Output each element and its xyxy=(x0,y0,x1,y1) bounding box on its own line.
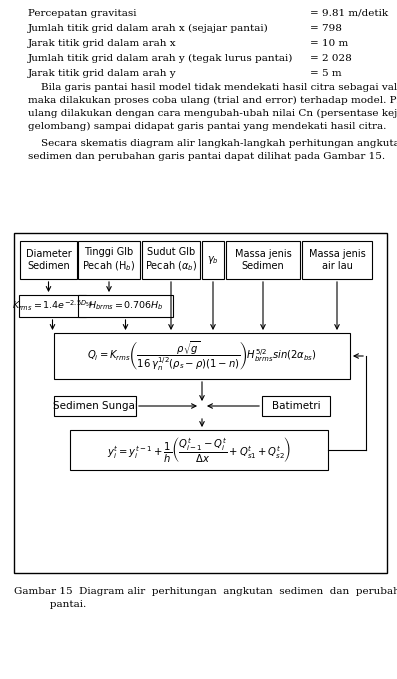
Text: Jarak titik grid dalam arah x: Jarak titik grid dalam arah x xyxy=(28,39,177,48)
Text: $\gamma_b$: $\gamma_b$ xyxy=(207,254,219,266)
Text: = 798: = 798 xyxy=(310,24,342,33)
Text: $y_i^t = y_i^{t-1} + \dfrac{1}{h}\left(\dfrac{Q_{i-1}^t - Q_i^t}{\Delta x} + Q_{: $y_i^t = y_i^{t-1} + \dfrac{1}{h}\left(\… xyxy=(107,435,291,464)
Bar xyxy=(20,241,77,279)
Text: Diameter
Sedimen: Diameter Sedimen xyxy=(26,249,71,271)
Text: Jumlah titik grid dalam arah y (tegak lurus pantai): Jumlah titik grid dalam arah y (tegak lu… xyxy=(28,54,293,63)
Text: Sudut Glb
Pecah ($\alpha_b$): Sudut Glb Pecah ($\alpha_b$) xyxy=(145,247,197,273)
Text: Gambar 15  Diagram alir  perhitungan  angkutan  sedimen  dan  perubahan  garis: Gambar 15 Diagram alir perhitungan angku… xyxy=(14,587,397,596)
Text: $K_{rms} = 1.4e^{-2.5D_{50}}$: $K_{rms} = 1.4e^{-2.5D_{50}}$ xyxy=(12,299,93,313)
Text: Percepatan gravitasi: Percepatan gravitasi xyxy=(28,9,137,18)
Text: Sedimen Sungai: Sedimen Sungai xyxy=(52,401,137,411)
Bar xyxy=(70,430,328,470)
Text: gelombang) sampai didapat garis pantai yang mendekati hasil citra.: gelombang) sampai didapat garis pantai y… xyxy=(28,122,386,131)
Text: maka dilakukan proses coba ulang (trial and error) terhadap model. Proses coba: maka dilakukan proses coba ulang (trial … xyxy=(28,96,397,105)
Bar xyxy=(78,241,140,279)
Text: ulang dilakukan dengan cara mengubah-ubah nilai Cn (persentase kejadian: ulang dilakukan dengan cara mengubah-uba… xyxy=(28,109,397,118)
Bar xyxy=(302,241,372,279)
Text: Bila garis pantai hasil model tidak mendekati hasil citra sebagai validasi,: Bila garis pantai hasil model tidak mend… xyxy=(28,83,397,92)
Bar xyxy=(14,233,387,573)
Bar xyxy=(262,396,330,416)
Text: $H_{brms} = 0.706H_b$: $H_{brms} = 0.706H_b$ xyxy=(88,299,163,312)
Text: = 5 m: = 5 m xyxy=(310,69,342,78)
Bar xyxy=(202,241,224,279)
Bar xyxy=(54,333,350,379)
Text: sedimen dan perubahan garis pantai dapat dilihat pada Gambar 15.: sedimen dan perubahan garis pantai dapat… xyxy=(28,152,385,161)
Text: $Q_i = K_{rms}\left(\dfrac{\rho\sqrt{g}}{16\,\gamma_n^{1/2}(\rho_s - \rho)(1-n)}: $Q_i = K_{rms}\left(\dfrac{\rho\sqrt{g}}… xyxy=(87,340,317,373)
Text: Batimetri: Batimetri xyxy=(272,401,320,411)
Bar xyxy=(19,295,86,317)
Text: Jumlah titik grid dalam arah x (sejajar pantai): Jumlah titik grid dalam arah x (sejajar … xyxy=(28,24,269,33)
Text: = 9.81 m/detik: = 9.81 m/detik xyxy=(310,9,388,18)
Text: Jarak titik grid dalam arah y: Jarak titik grid dalam arah y xyxy=(28,69,177,78)
Text: Secara skematis diagram alir langkah-langkah perhitungan angkutan: Secara skematis diagram alir langkah-lan… xyxy=(28,139,397,148)
Text: Massa jenis
Sedimen: Massa jenis Sedimen xyxy=(235,249,291,271)
Text: = 10 m: = 10 m xyxy=(310,39,348,48)
Text: pantai.: pantai. xyxy=(14,600,86,609)
Bar xyxy=(226,241,300,279)
Text: = 2 028: = 2 028 xyxy=(310,54,352,63)
Text: Massa jenis
air lau: Massa jenis air lau xyxy=(308,249,365,271)
Text: Tinggi Glb
Pecah (H$_b$): Tinggi Glb Pecah (H$_b$) xyxy=(82,247,136,273)
Bar xyxy=(142,241,200,279)
Bar xyxy=(54,396,136,416)
Bar xyxy=(78,295,173,317)
